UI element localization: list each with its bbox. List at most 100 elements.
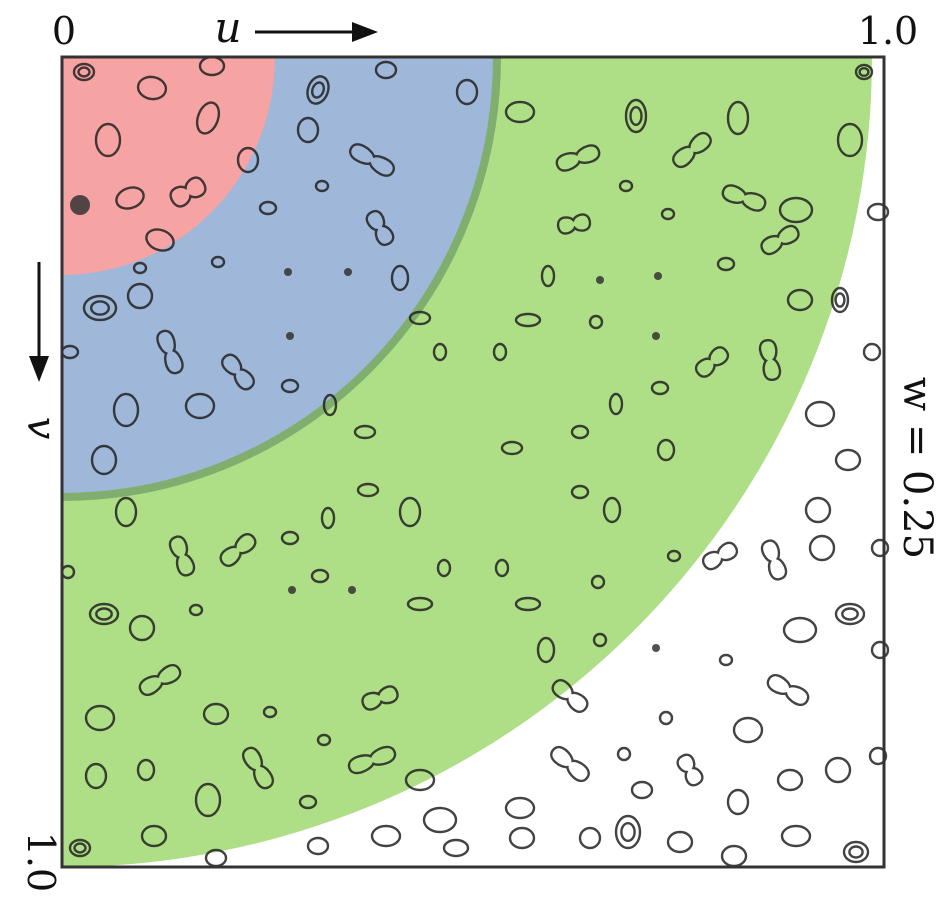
contour-blob bbox=[188, 603, 204, 617]
u-origin-label: 0 bbox=[52, 9, 76, 53]
contour-dot bbox=[652, 644, 660, 652]
contour-blob bbox=[616, 746, 632, 762]
contour-blob bbox=[666, 549, 682, 563]
contour-dot bbox=[70, 195, 90, 215]
contour-inner-ring bbox=[77, 66, 91, 78]
contour-blob bbox=[824, 756, 852, 784]
contour-blob bbox=[280, 530, 300, 546]
contour-blob bbox=[718, 653, 734, 667]
contour-blob bbox=[145, 228, 175, 252]
contour-blob bbox=[808, 534, 836, 562]
contour-pattern bbox=[60, 55, 890, 868]
contour-blob bbox=[310, 568, 330, 584]
contour-inner-ring bbox=[89, 300, 110, 316]
contour-blob bbox=[514, 596, 542, 612]
contour-blob bbox=[782, 616, 818, 644]
contour-blob bbox=[555, 144, 601, 172]
inner-region bbox=[62, 57, 275, 275]
contour-inner-ring bbox=[629, 105, 643, 126]
contour-blob bbox=[570, 424, 590, 440]
contour-blob bbox=[716, 256, 736, 272]
plot-frame bbox=[60, 55, 886, 869]
contour-blob bbox=[90, 444, 118, 476]
contour-blob bbox=[870, 538, 890, 558]
contour-blob bbox=[84, 704, 116, 732]
contour-blob bbox=[780, 824, 812, 848]
contour-blob bbox=[140, 824, 168, 848]
contour-blob bbox=[156, 329, 184, 375]
contour-blob bbox=[128, 614, 156, 642]
contour-blob bbox=[322, 393, 338, 417]
contour-blob bbox=[432, 342, 448, 362]
contour-blob bbox=[136, 758, 156, 782]
contour-blob bbox=[760, 539, 788, 581]
contour-dot bbox=[288, 586, 296, 594]
contour-blob bbox=[314, 179, 330, 193]
contour-blob bbox=[778, 196, 814, 224]
contour-blob bbox=[236, 146, 260, 174]
contour-blob bbox=[614, 814, 642, 850]
contour-blob bbox=[672, 131, 712, 169]
contour-blob bbox=[404, 768, 436, 792]
contour-blob bbox=[866, 202, 890, 222]
contour-blob bbox=[306, 75, 330, 105]
contour-blob bbox=[854, 63, 874, 81]
contour-blob bbox=[504, 100, 536, 124]
contour-blob bbox=[221, 353, 255, 391]
contour-blob bbox=[658, 710, 674, 726]
contour-blob bbox=[514, 312, 542, 328]
contour-blob bbox=[436, 558, 452, 578]
contour-blob bbox=[94, 122, 122, 158]
contour-blob bbox=[536, 636, 556, 664]
w-value-label: w = 0.25 bbox=[894, 377, 940, 559]
contour-inner-ring bbox=[73, 842, 87, 854]
contour-blob bbox=[602, 496, 622, 524]
right-arrow-icon bbox=[255, 22, 378, 42]
contour-blob bbox=[115, 186, 145, 210]
contour-blob bbox=[590, 574, 606, 590]
contour-blob bbox=[862, 342, 882, 362]
contour-blob bbox=[630, 780, 654, 800]
contour-blob bbox=[398, 496, 422, 528]
contour-blob bbox=[732, 716, 764, 744]
contour-blob bbox=[258, 200, 278, 216]
contour-blob bbox=[786, 288, 814, 312]
contour-blob bbox=[194, 782, 222, 818]
contour-blob bbox=[842, 840, 870, 864]
contour-blob bbox=[356, 482, 380, 498]
contour-blob bbox=[570, 484, 590, 500]
contour-blob bbox=[618, 179, 634, 193]
contour-blob bbox=[296, 116, 320, 144]
contour-dot bbox=[654, 272, 662, 280]
contour-blob bbox=[219, 533, 257, 567]
contour-inner-ring bbox=[848, 845, 864, 859]
contour-blob bbox=[320, 506, 336, 530]
contour-dot bbox=[652, 332, 660, 340]
contour-dot bbox=[596, 276, 604, 284]
contour-blob bbox=[836, 122, 864, 158]
contour-blob bbox=[306, 836, 330, 856]
contour-blob bbox=[390, 264, 410, 292]
contour-blob bbox=[262, 705, 278, 719]
contour-blob bbox=[540, 264, 556, 288]
contour-blob bbox=[365, 209, 395, 247]
contour-blob bbox=[112, 392, 140, 428]
contour-blob bbox=[406, 596, 434, 612]
contour-blob bbox=[492, 342, 508, 362]
contour-blob bbox=[776, 768, 804, 792]
contour-blob bbox=[168, 535, 196, 577]
contour-inner-ring bbox=[834, 292, 846, 308]
contour-blob bbox=[84, 762, 108, 790]
contour-blob bbox=[550, 745, 590, 783]
contour-blob bbox=[834, 602, 866, 626]
contour-inner-ring bbox=[841, 607, 859, 621]
contour-blob bbox=[82, 294, 118, 322]
contour-blob bbox=[758, 339, 782, 381]
contour-blob bbox=[353, 424, 377, 440]
contour-blob bbox=[694, 346, 730, 378]
u-axis-label: u bbox=[214, 3, 241, 52]
contour-blob bbox=[316, 733, 332, 747]
contour-blob bbox=[660, 207, 676, 221]
contour-blob bbox=[726, 788, 750, 816]
